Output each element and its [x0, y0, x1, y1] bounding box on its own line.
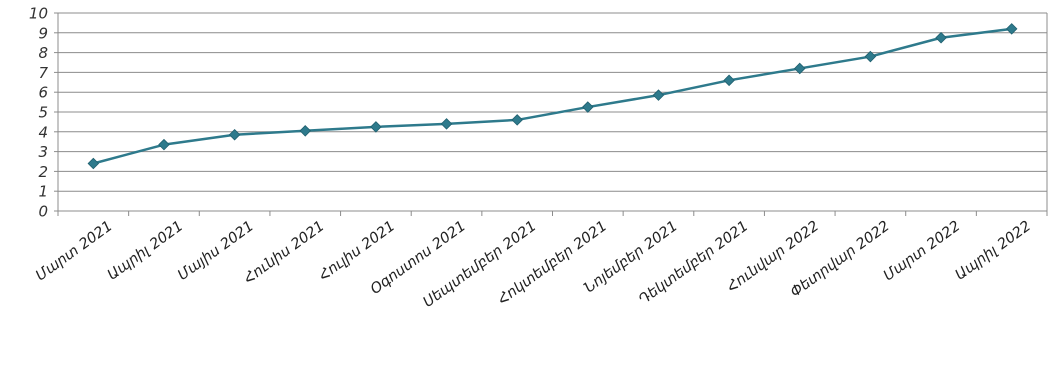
y-tick-label: 5 [38, 104, 48, 122]
series-line [93, 29, 1011, 164]
y-tick-label: 1 [38, 183, 48, 201]
data-point-marker [653, 90, 663, 100]
data-point-marker [512, 115, 522, 125]
data-point-marker [936, 33, 946, 43]
y-tick-label: 0 [38, 203, 48, 221]
y-tick-label: 9 [38, 24, 48, 42]
y-tick-label: 6 [38, 84, 48, 102]
data-point-marker [159, 139, 169, 149]
data-point-marker [300, 126, 310, 136]
data-point-marker [583, 102, 593, 112]
x-tick-label: Մարտ 2022 [881, 218, 964, 284]
y-tick-label: 2 [38, 163, 48, 181]
data-point-marker [441, 119, 451, 129]
data-point-marker [724, 75, 734, 85]
x-tick-label: Ապրիլ 2021 [105, 218, 186, 283]
y-tick-label: 3 [38, 143, 48, 161]
x-tick-label: Ապրիլ 2022 [953, 218, 1034, 283]
y-tick-label: 10 [29, 5, 48, 23]
y-tick-label: 8 [38, 44, 48, 62]
series-group [88, 24, 1017, 169]
x-tick-label: Սեպտեմբեր 2021 [420, 218, 539, 311]
y-tick-label: 7 [38, 64, 48, 82]
data-point-marker [229, 130, 239, 140]
data-point-marker [371, 122, 381, 132]
gridlines [58, 13, 1047, 191]
y-tick-label: 4 [38, 123, 48, 141]
data-point-marker [88, 158, 98, 168]
y-axis-ticks: 0 1 2 3 45 6 7 8 910 [29, 5, 58, 221]
x-tick-label: Մարտ 2021 [33, 218, 116, 284]
